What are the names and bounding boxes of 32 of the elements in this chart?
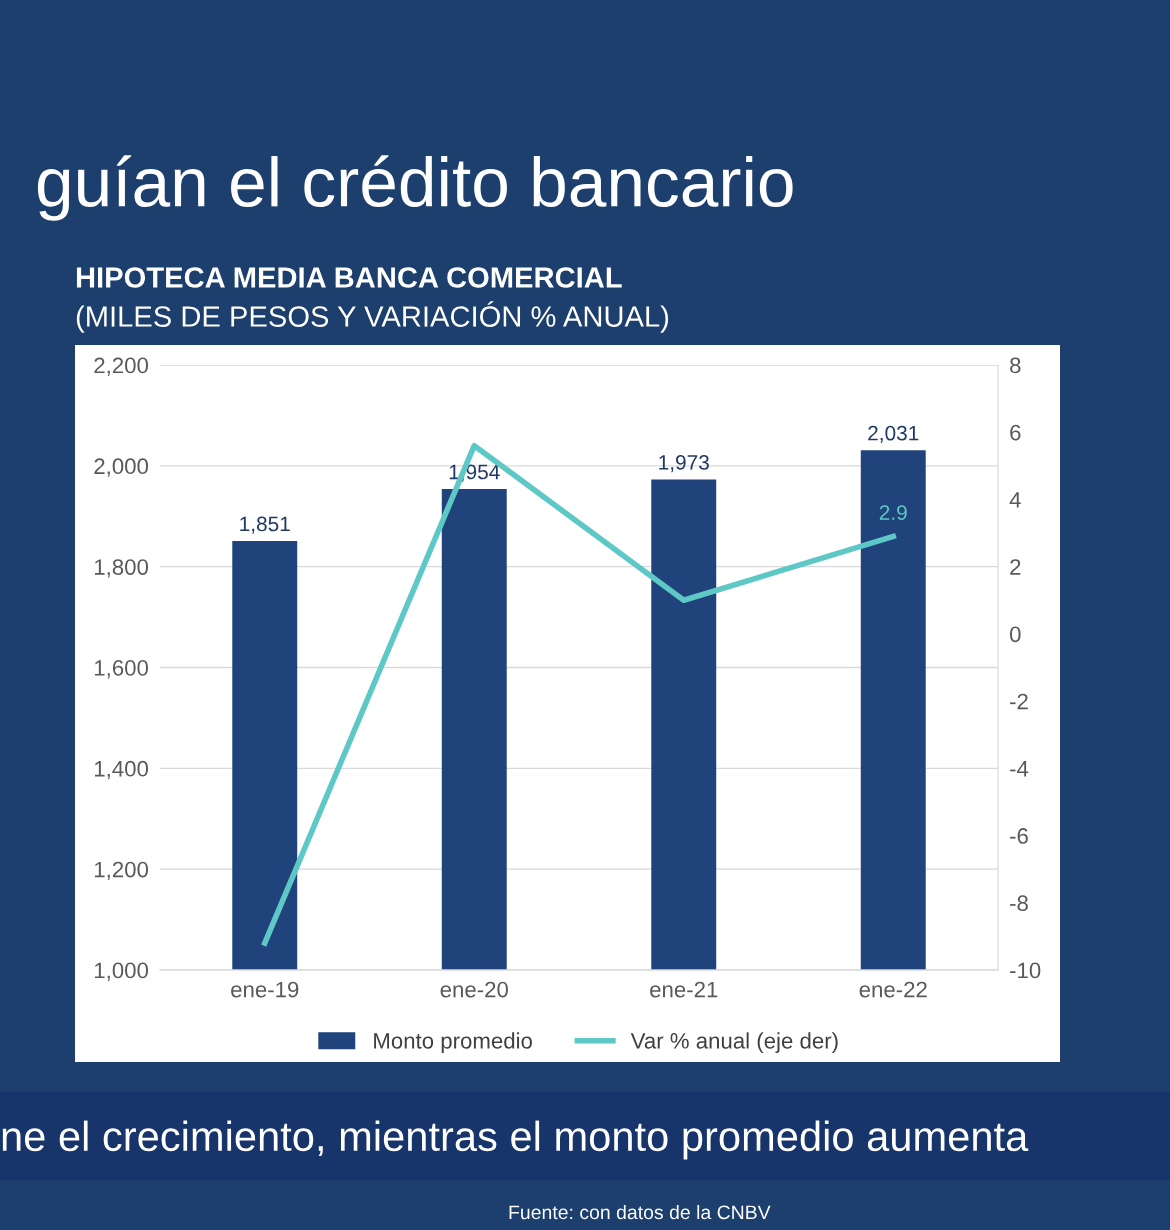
x-tick-label: ene-20 (440, 981, 508, 998)
y-tick-label: 1,800 (94, 559, 149, 578)
data-label: 1,973 (659, 455, 709, 473)
y-tick-label: 1,600 (94, 660, 149, 679)
text: guían el crédito bancario (37, 155, 793, 221)
y-tick-label: 1,200 (94, 861, 149, 881)
y2-tick-label: -4 (1010, 761, 1029, 777)
legend-label: Monto promedio (374, 1032, 532, 1054)
y2-tick-label: 0 (1009, 626, 1021, 643)
y-tick-label: 1,400 (94, 760, 149, 780)
y-tick-label: 2,000 (94, 458, 149, 477)
legend-label: Var % anual (eje der) (630, 1032, 838, 1054)
y2-tick-label: 8 (1010, 357, 1021, 374)
chart-subtitle: (MILES DE PESOS Y VARIACIÓN % ANUAL) (76, 301, 669, 333)
y-tick-label: 1,000 (94, 962, 149, 981)
data-label: 1,851 (240, 516, 290, 534)
y2-tick-label: 2 (1010, 559, 1021, 575)
x-tick-label: ene-19 (231, 981, 299, 998)
y2-tick-label: -8 (1010, 895, 1028, 912)
y2-tick-label: 4 (1009, 492, 1021, 508)
source-note: Fuente: con datos de la CNBV (509, 1204, 771, 1220)
y2-tick-label: 6 (1010, 424, 1021, 441)
y2-tick-label: -10 (1010, 962, 1041, 979)
chart-title: HIPOTECA MEDIA BANCA COMERCIAL (76, 267, 622, 288)
data-label: 2,031 (868, 425, 919, 443)
y-tick-label: 2,200 (94, 357, 149, 376)
x-tick-label: ene-21 (650, 981, 718, 998)
y2-tick-label: -2 (1010, 693, 1028, 710)
y2-tick-label: -6 (1010, 828, 1028, 844)
x-tick-label: ene-22 (859, 981, 927, 998)
data-label: 2.9 (879, 505, 907, 520)
text: ne el crecimiento, mientras el monto promedio aumenta (2, 1120, 1029, 1160)
